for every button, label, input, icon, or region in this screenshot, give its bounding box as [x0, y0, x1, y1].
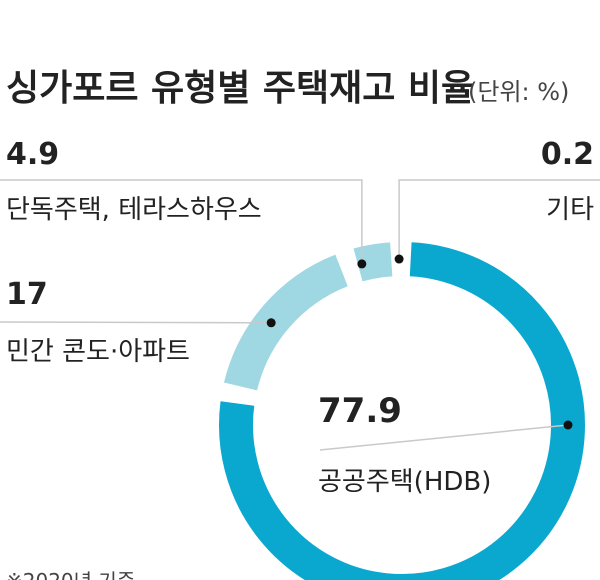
- leader-dot: [394, 254, 404, 264]
- leader-line: [0, 321, 272, 324]
- category-label: 기타: [546, 195, 594, 225]
- category-label: 민간 콘도·아파트: [6, 337, 190, 367]
- chart-title: 싱가포르 유형별 주택재고 비율: [6, 68, 474, 109]
- leader-line: [319, 424, 569, 451]
- leader-dot: [563, 420, 573, 430]
- leader-dot: [357, 259, 367, 269]
- category-label: 단독주택, 테라스하우스: [6, 195, 262, 225]
- leader-line: [0, 179, 363, 264]
- data-value-label: 77.9: [318, 391, 402, 431]
- data-value-label: 17: [6, 277, 48, 312]
- category-label: 공공주택(HDB): [318, 467, 491, 497]
- data-value-label: 4.9: [6, 137, 59, 172]
- unit-note: (단위: %): [468, 78, 569, 106]
- donut-slice: [224, 254, 349, 391]
- donut-slices: [219, 242, 585, 580]
- donut-slice: [219, 242, 585, 580]
- data-value-label: 0.2: [541, 137, 594, 172]
- footnote: ※2020년 기준: [6, 569, 135, 580]
- slice-labels: 77.9 공공주택(HDB) 17 민간 콘도·아파트 4.9 단독주택, 테라스하우스 0…: [6, 137, 594, 497]
- leader-dot: [266, 318, 276, 328]
- leader-lines: [0, 179, 600, 451]
- leader-line: [398, 179, 600, 260]
